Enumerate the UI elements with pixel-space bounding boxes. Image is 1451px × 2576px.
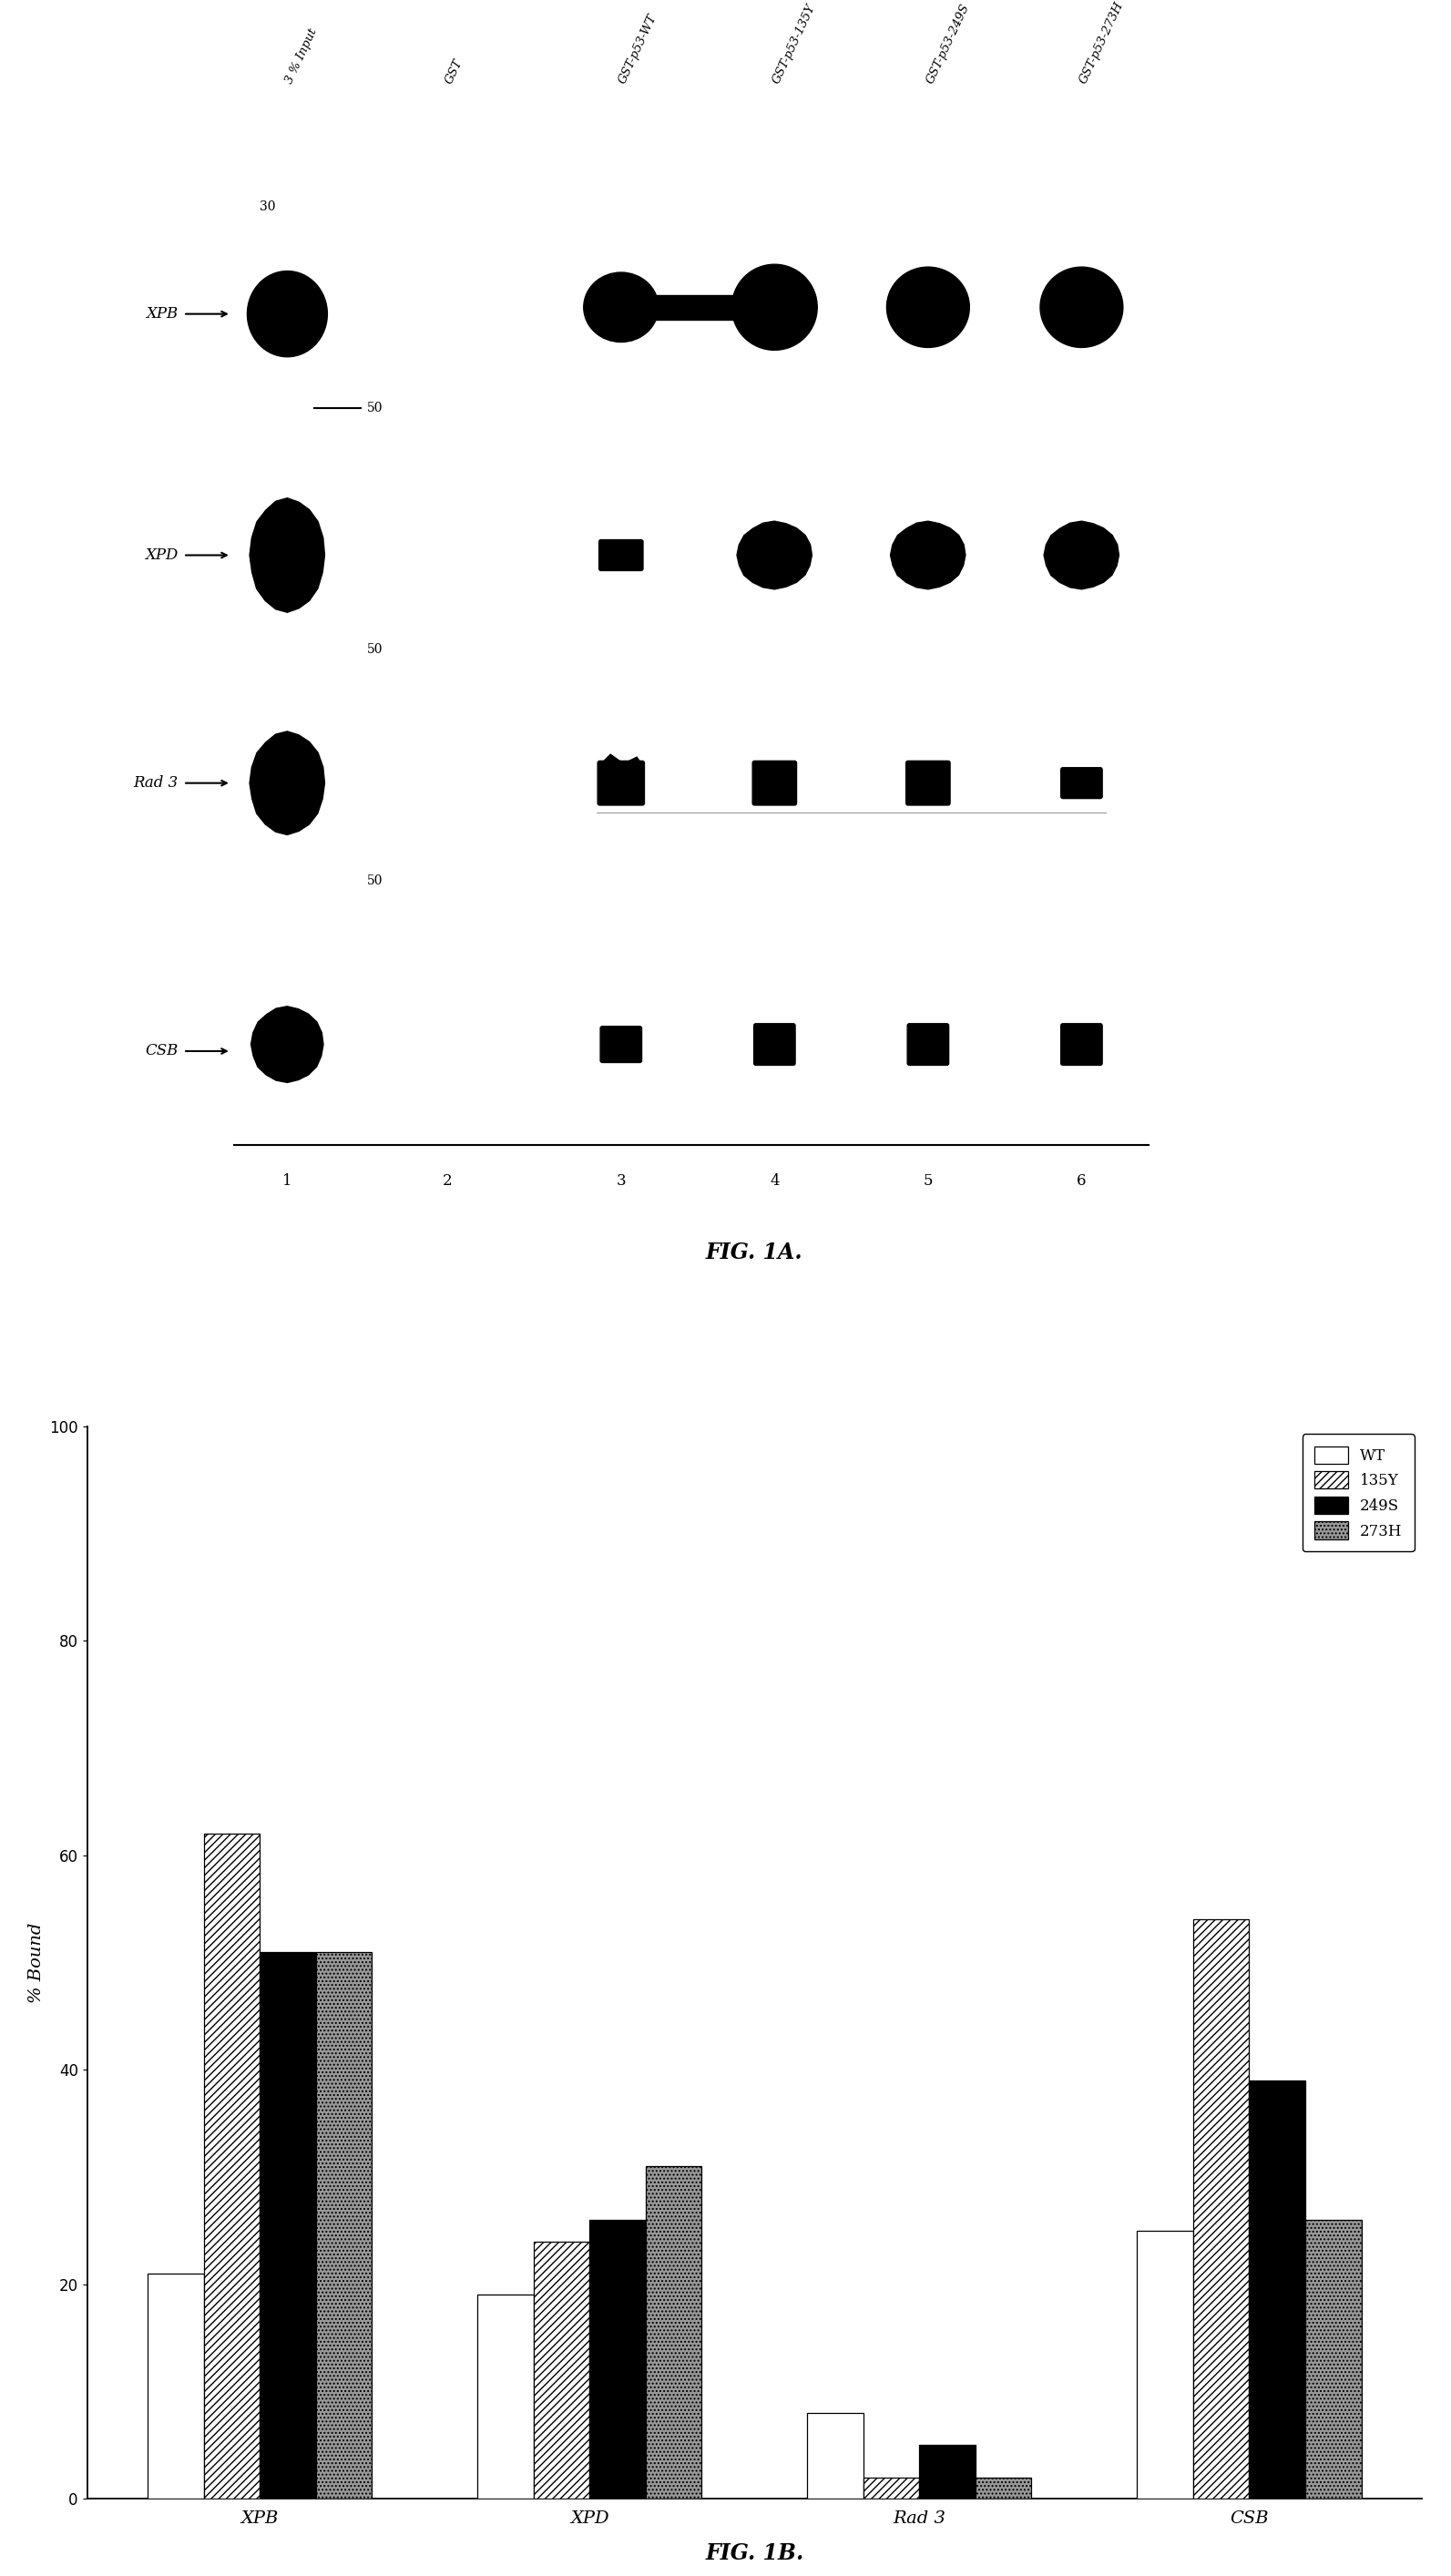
Text: XPD: XPD [145, 549, 178, 564]
Polygon shape [599, 755, 643, 765]
Bar [316, 1953, 371, 2499]
Bar [1306, 2221, 1361, 2499]
Text: Rad 3: Rad 3 [133, 775, 178, 791]
Text: 3: 3 [617, 1175, 625, 1190]
Polygon shape [251, 1007, 324, 1082]
Bar [1138, 2231, 1193, 2499]
Bar [1249, 2081, 1306, 2499]
Polygon shape [250, 497, 325, 613]
Text: GST-p53-249S: GST-p53-249S [924, 3, 972, 85]
Text: GST-p53-135Y: GST-p53-135Y [770, 3, 818, 85]
Polygon shape [891, 520, 965, 590]
Text: 6: 6 [1077, 1175, 1087, 1190]
FancyBboxPatch shape [598, 760, 644, 806]
Bar [148, 2275, 203, 2499]
Text: XPB: XPB [145, 307, 178, 322]
Polygon shape [250, 732, 325, 835]
FancyBboxPatch shape [601, 1025, 641, 1061]
Ellipse shape [731, 265, 817, 350]
Text: 2: 2 [443, 1175, 453, 1190]
Ellipse shape [1040, 268, 1123, 348]
Polygon shape [1043, 520, 1119, 590]
Bar [863, 2478, 920, 2499]
FancyBboxPatch shape [755, 1023, 795, 1066]
FancyBboxPatch shape [905, 760, 950, 806]
FancyBboxPatch shape [599, 541, 643, 572]
Text: 50: 50 [367, 873, 383, 886]
X-axis label: FIG. 1B.: FIG. 1B. [705, 2543, 804, 2563]
FancyBboxPatch shape [1061, 1023, 1103, 1066]
Ellipse shape [583, 273, 659, 343]
Text: FIG. 1A.: FIG. 1A. [707, 1242, 802, 1262]
Text: 4: 4 [769, 1175, 779, 1190]
Bar [589, 2221, 646, 2499]
FancyBboxPatch shape [1061, 768, 1103, 799]
Bar [920, 2445, 975, 2499]
Bar [260, 1953, 316, 2499]
Text: GST-p53-WT: GST-p53-WT [617, 13, 660, 85]
Polygon shape [737, 520, 813, 590]
Text: CSB: CSB [145, 1043, 178, 1059]
Y-axis label: % Bound: % Bound [28, 1922, 45, 2002]
Text: 50: 50 [367, 402, 383, 415]
Ellipse shape [887, 268, 969, 348]
Bar [807, 2414, 863, 2499]
Bar [975, 2478, 1032, 2499]
Text: GST-p53-273H: GST-p53-273H [1078, 0, 1126, 85]
Bar [477, 2295, 534, 2499]
Text: 5: 5 [923, 1175, 933, 1190]
FancyBboxPatch shape [753, 760, 797, 806]
FancyBboxPatch shape [907, 1023, 949, 1066]
Bar [646, 2166, 702, 2499]
Bar [203, 1834, 260, 2499]
Text: 30: 30 [260, 201, 276, 214]
Text: GST: GST [444, 57, 466, 85]
Ellipse shape [247, 270, 328, 358]
Text: 1: 1 [283, 1175, 292, 1190]
Text: 3 % Input: 3 % Input [283, 26, 319, 85]
Legend: WT, 135Y, 249S, 273H: WT, 135Y, 249S, 273H [1302, 1435, 1415, 1551]
Bar [534, 2241, 589, 2499]
Text: 50: 50 [367, 641, 383, 654]
Bar [1193, 1919, 1249, 2499]
